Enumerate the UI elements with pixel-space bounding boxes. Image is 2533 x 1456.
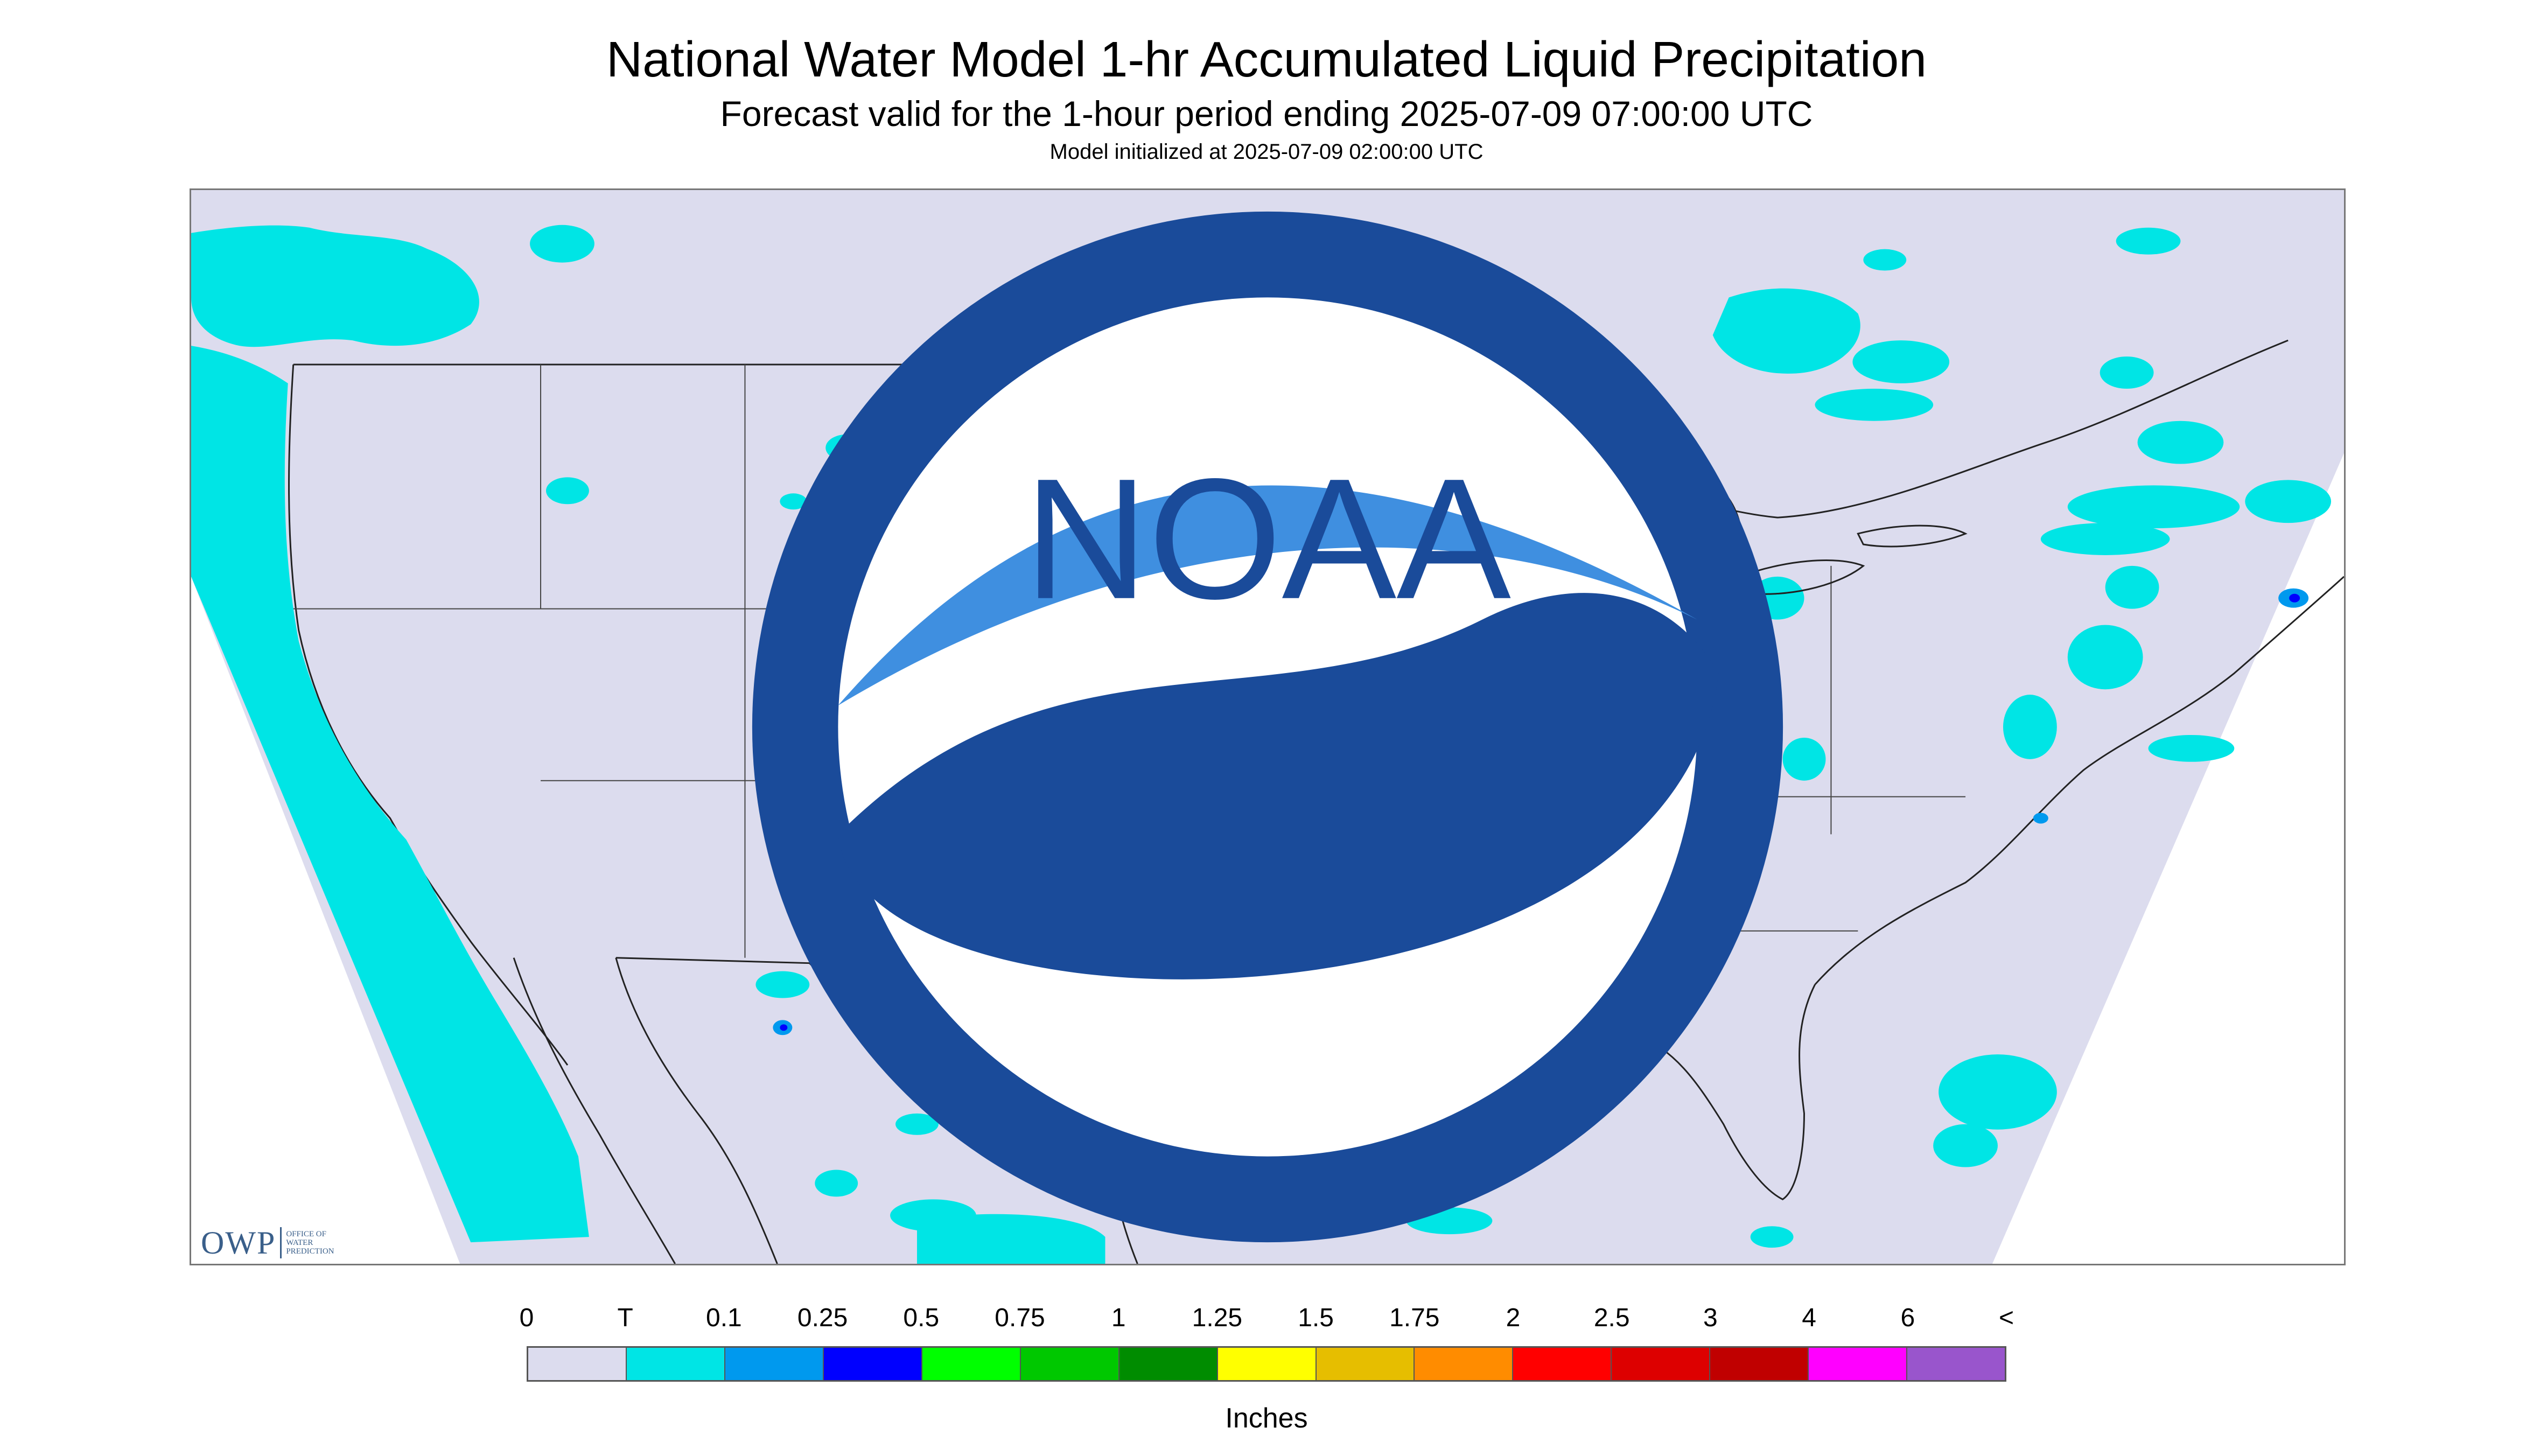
color-legend	[527, 1346, 2006, 1382]
legend-swatch	[725, 1348, 824, 1380]
legend-units: Inches	[1225, 1403, 1308, 1434]
noaa-logo-icon: NOAA	[752, 211, 1783, 1243]
legend-tick-label: 4	[1802, 1304, 1816, 1332]
owp-logo-text: Office of Water Prediction	[286, 1230, 334, 1256]
legend-swatch	[1119, 1348, 1218, 1380]
legend-tick-label: 2	[1506, 1304, 1521, 1332]
legend-tick-label: 6	[1900, 1304, 1915, 1332]
owp-logo: OWP Office of Water Prediction	[201, 1224, 334, 1262]
legend-swatch	[922, 1348, 1021, 1380]
map-title: National Water Model 1-hr Accumulated Li…	[606, 31, 1927, 87]
legend-swatch	[823, 1348, 922, 1380]
legend-tick-label: 1	[1111, 1304, 1126, 1332]
legend-swatch	[1513, 1348, 1612, 1380]
legend-swatch	[1020, 1348, 1119, 1380]
legend-swatch	[1415, 1348, 1514, 1380]
legend-tick-label: 0	[519, 1304, 534, 1332]
legend-tick-label: 1.75	[1389, 1304, 1440, 1332]
legend-swatch	[1316, 1348, 1415, 1380]
legend-tick-label: 1.25	[1192, 1304, 1243, 1332]
map-subtitle: Forecast valid for the 1-hour period end…	[720, 94, 1813, 134]
legend-tick-label: 1.5	[1298, 1304, 1334, 1332]
legend-tick-label: 2.5	[1593, 1304, 1630, 1332]
svg-text:NOAA: NOAA	[1024, 443, 1512, 635]
legend-swatch	[528, 1348, 627, 1380]
legend-tick-label: 0.1	[706, 1304, 742, 1332]
legend-labels: 0 T 0.1 0.25 0.5 0.75 1 1.25 1.5 1.75 2 2.5 3 4 6 <	[520, 1304, 2014, 1338]
legend-swatch	[1710, 1348, 1809, 1380]
legend-tick-label: 3	[1703, 1304, 1718, 1332]
legend-swatch	[1809, 1348, 1908, 1380]
owp-logo-divider	[280, 1227, 282, 1258]
model-init-time: Model initialized at 2025-07-09 02:00:00…	[1049, 140, 1484, 164]
legend-swatch	[1612, 1348, 1711, 1380]
legend-tick-label: <	[1998, 1304, 2014, 1332]
precipitation-map: OWP Office of Water Prediction NOAA	[190, 188, 2346, 1265]
legend-tick-label: 0.25	[797, 1304, 848, 1332]
owp-logo-abbrev: OWP	[201, 1225, 276, 1261]
legend-swatch	[1217, 1348, 1317, 1380]
legend-swatch	[1907, 1348, 2005, 1380]
legend-tick-label: T	[617, 1304, 633, 1332]
legend-swatch	[626, 1348, 725, 1380]
legend-tick-label: 0.75	[995, 1304, 1045, 1332]
legend-tick-label: 0.5	[903, 1304, 940, 1332]
